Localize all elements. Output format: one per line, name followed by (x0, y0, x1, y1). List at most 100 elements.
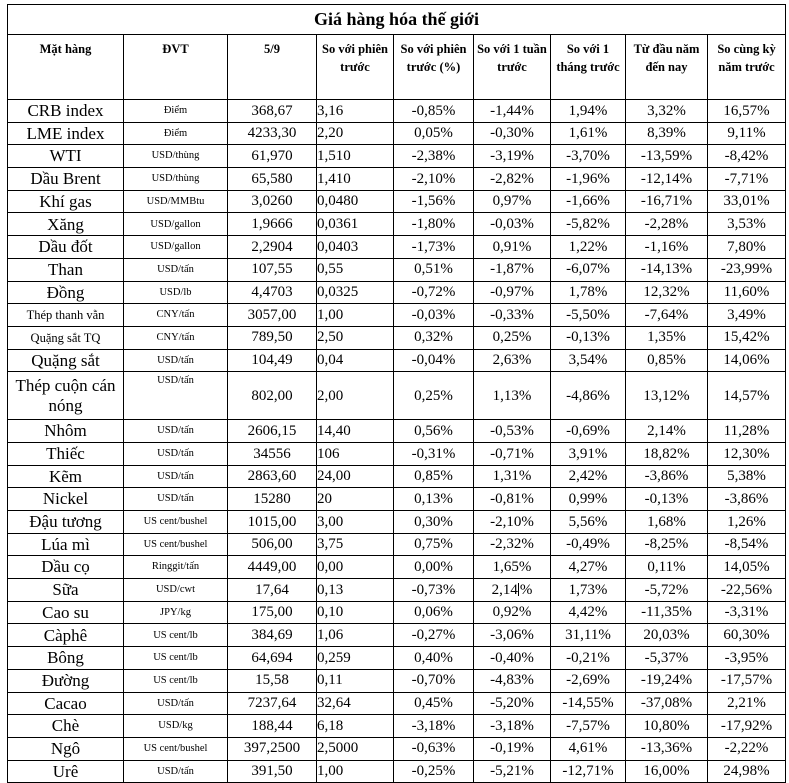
cell-vs-1-week[interactable]: 2,63% (473, 348, 551, 373)
cell-vs-prev-session[interactable]: 3,75 (316, 532, 394, 557)
cell-vs-same-period-last-year[interactable]: 14,06% (706, 348, 787, 373)
cell-ytd[interactable]: 12,32% (625, 280, 708, 305)
cell-unit[interactable]: Điểm (123, 99, 228, 123)
cell-vs-prev-session[interactable]: 0,11 (316, 668, 394, 693)
cell-unit[interactable]: USD/kg (123, 714, 228, 738)
cell-commodity-name[interactable]: Nhôm (7, 419, 124, 443)
cell-vs-prev-session[interactable]: 3,16 (316, 99, 394, 123)
cell-vs-1-month[interactable]: 5,56% (550, 510, 626, 534)
cell-vs-prev-session-pct[interactable]: -0,73% (393, 578, 474, 602)
cell-unit[interactable]: USD/tấn (123, 441, 228, 466)
cell-vs-prev-session-pct[interactable]: 0,40% (393, 646, 474, 670)
cell-vs-prev-session[interactable]: 0,10 (316, 600, 394, 625)
cell-ytd[interactable]: 0,11% (625, 555, 708, 580)
cell-unit[interactable]: US cent/lb (123, 623, 228, 648)
cell-commodity-name[interactable]: CRB index (7, 99, 124, 123)
cell-vs-prev-session-pct[interactable]: 0,51% (393, 257, 474, 282)
cell-date-price[interactable]: 391,50 (227, 759, 317, 783)
cell-vs-prev-session[interactable]: 0,0325 (316, 280, 394, 305)
column-header-date-price[interactable]: 5/9 (227, 34, 317, 100)
cell-vs-prev-session[interactable]: 2,50 (316, 325, 394, 350)
cell-vs-same-period-last-year[interactable]: 2,21% (706, 691, 787, 716)
cell-vs-1-month[interactable]: 1,22% (550, 235, 626, 259)
cell-vs-1-month[interactable]: 4,61% (550, 736, 626, 761)
cell-vs-1-month[interactable]: -14,55% (550, 691, 626, 716)
cell-vs-prev-session[interactable]: 0,0480 (316, 189, 394, 214)
cell-vs-1-week[interactable]: -0,53% (473, 419, 551, 443)
cell-commodity-name[interactable]: Quặng sắt TQ (7, 325, 124, 350)
cell-vs-1-month[interactable]: -4,86% (550, 371, 626, 421)
cell-commodity-name[interactable]: Ngô (7, 736, 124, 761)
cell-ytd[interactable]: 1,68% (625, 510, 708, 534)
cell-date-price[interactable]: 1015,00 (227, 510, 317, 534)
cell-unit[interactable]: JPY/kg (123, 600, 228, 625)
cell-unit[interactable]: USD/lb (123, 280, 228, 305)
cell-vs-1-week[interactable]: -0,19% (473, 736, 551, 761)
cell-vs-same-period-last-year[interactable]: 3,53% (706, 212, 787, 237)
cell-vs-prev-session-pct[interactable]: 0,13% (393, 487, 474, 511)
cell-vs-prev-session-pct[interactable]: -1,80% (393, 212, 474, 237)
column-header-vs-prev-session-pct[interactable]: So với phiên trước (%) (393, 34, 474, 100)
cell-vs-prev-session-pct[interactable]: 0,56% (393, 419, 474, 443)
cell-ytd[interactable]: 16,00% (625, 759, 708, 783)
cell-vs-same-period-last-year[interactable]: 3,49% (706, 303, 787, 327)
column-header-vs-1-week[interactable]: So với 1 tuần trước (473, 34, 551, 100)
cell-commodity-name[interactable]: Kẽm (7, 464, 124, 489)
cell-vs-prev-session[interactable]: 0,0361 (316, 212, 394, 237)
cell-vs-1-week[interactable]: -0,81% (473, 487, 551, 511)
cell-ytd[interactable]: -7,64% (625, 303, 708, 327)
cell-vs-prev-session[interactable]: 0,55 (316, 257, 394, 282)
cell-vs-prev-session-pct[interactable]: -0,27% (393, 623, 474, 648)
cell-ytd[interactable]: 0,85% (625, 348, 708, 373)
cell-unit[interactable]: CNY/tấn (123, 325, 228, 350)
cell-ytd[interactable]: -5,72% (625, 578, 708, 602)
cell-vs-1-month[interactable]: -5,82% (550, 212, 626, 237)
cell-date-price[interactable]: 188,44 (227, 714, 317, 738)
cell-vs-1-week[interactable]: -0,33% (473, 303, 551, 327)
cell-unit[interactable]: USD/cwt (123, 578, 228, 602)
cell-ytd[interactable]: -19,24% (625, 668, 708, 693)
cell-vs-1-month[interactable]: 4,42% (550, 600, 626, 625)
cell-vs-1-month[interactable]: 31,11% (550, 623, 626, 648)
cell-commodity-name[interactable]: Đường (7, 668, 124, 693)
cell-vs-1-month[interactable]: 3,54% (550, 348, 626, 373)
cell-vs-1-week[interactable]: 0,97% (473, 189, 551, 214)
cell-unit[interactable]: US cent/lb (123, 646, 228, 670)
cell-ytd[interactable]: -16,71% (625, 189, 708, 214)
cell-vs-1-week[interactable]: 0,25% (473, 325, 551, 350)
cell-date-price[interactable]: 64,694 (227, 646, 317, 670)
cell-vs-prev-session-pct[interactable]: 0,00% (393, 555, 474, 580)
cell-vs-prev-session-pct[interactable]: -3,18% (393, 714, 474, 738)
cell-vs-same-period-last-year[interactable]: 11,28% (706, 419, 787, 443)
cell-date-price[interactable]: 15280 (227, 487, 317, 511)
cell-vs-1-month[interactable]: -12,71% (550, 759, 626, 783)
cell-commodity-name[interactable]: LME index (7, 121, 124, 146)
cell-date-price[interactable]: 397,2500 (227, 736, 317, 761)
cell-vs-same-period-last-year[interactable]: -17,57% (706, 668, 787, 693)
cell-vs-prev-session-pct[interactable]: 0,30% (393, 510, 474, 534)
cell-vs-prev-session[interactable]: 1,510 (316, 144, 394, 169)
cell-vs-same-period-last-year[interactable]: 16,57% (706, 99, 787, 123)
cell-commodity-name[interactable]: Urê (7, 759, 124, 783)
cell-ytd[interactable]: 10,80% (625, 714, 708, 738)
cell-vs-prev-session-pct[interactable]: 0,25% (393, 371, 474, 421)
cell-vs-same-period-last-year[interactable]: 14,57% (706, 371, 787, 421)
cell-vs-1-week[interactable]: 1,31% (473, 464, 551, 489)
cell-vs-prev-session[interactable]: 32,64 (316, 691, 394, 716)
cell-vs-same-period-last-year[interactable]: -3,86% (706, 487, 787, 511)
column-header-unit[interactable]: ĐVT (123, 34, 228, 100)
cell-commodity-name[interactable]: Cao su (7, 600, 124, 625)
cell-unit[interactable]: USD/tấn (123, 257, 228, 282)
cell-commodity-name[interactable]: Nickel (7, 487, 124, 511)
cell-ytd[interactable]: -0,13% (625, 487, 708, 511)
cell-commodity-name[interactable]: Sữa (7, 578, 124, 602)
cell-ytd[interactable]: -13,36% (625, 736, 708, 761)
cell-vs-same-period-last-year[interactable]: -3,31% (706, 600, 787, 625)
cell-ytd[interactable]: -12,14% (625, 167, 708, 191)
cell-date-price[interactable]: 789,50 (227, 325, 317, 350)
cell-unit[interactable]: US cent/lb (123, 668, 228, 693)
cell-commodity-name[interactable]: Lúa mì (7, 532, 124, 557)
cell-vs-prev-session-pct[interactable]: -1,56% (393, 189, 474, 214)
cell-ytd[interactable]: 1,35% (625, 325, 708, 350)
cell-vs-1-month[interactable]: -6,07% (550, 257, 626, 282)
